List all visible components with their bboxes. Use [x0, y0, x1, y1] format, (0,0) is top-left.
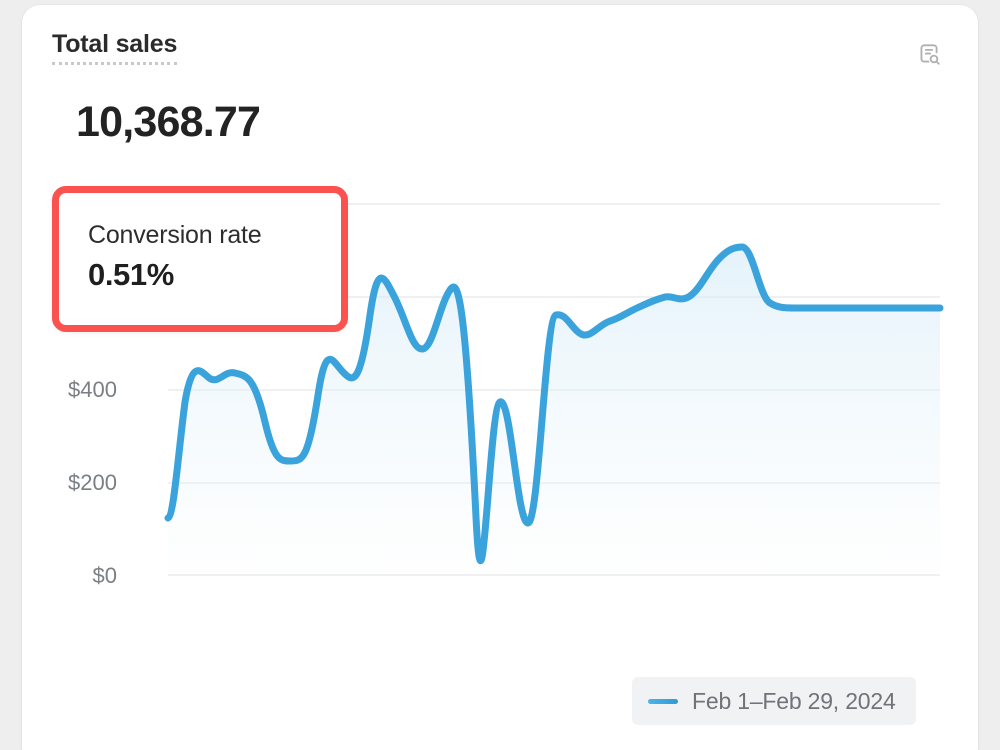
- conversion-rate-tooltip: Conversion rate 0.51%: [52, 186, 348, 332]
- total-sales-card: Total sales 10,368.77: [22, 5, 978, 750]
- card-header: Total sales: [52, 29, 950, 75]
- tooltip-content: Conversion rate 0.51%: [88, 219, 262, 294]
- document-search-icon[interactable]: [912, 37, 946, 71]
- y-tick-label-200: $200: [68, 470, 117, 495]
- tooltip-value: 0.51%: [88, 257, 174, 292]
- metric-value: 10,368.77: [76, 98, 261, 146]
- chart-legend[interactable]: Feb 1–Feb 29, 2024: [632, 677, 916, 725]
- line-swatch-icon: [648, 698, 678, 704]
- tooltip-title: Conversion rate: [88, 221, 262, 249]
- y-tick-label-400: $400: [68, 377, 117, 402]
- metric-label-group[interactable]: Total sales: [52, 29, 177, 65]
- chart-area-fill: [168, 247, 940, 575]
- metric-label-dotted-underline: [52, 62, 178, 65]
- y-tick-label-0: $0: [92, 563, 117, 588]
- page-title: Total sales: [52, 30, 178, 58]
- sales-chart[interactable]: $400 $200 $0 Feb 1 Feb 6 Feb 11 Feb 16 F…: [22, 155, 978, 675]
- chart-line: [164, 243, 944, 564]
- legend-label: Feb 1–Feb 29, 2024: [692, 687, 896, 714]
